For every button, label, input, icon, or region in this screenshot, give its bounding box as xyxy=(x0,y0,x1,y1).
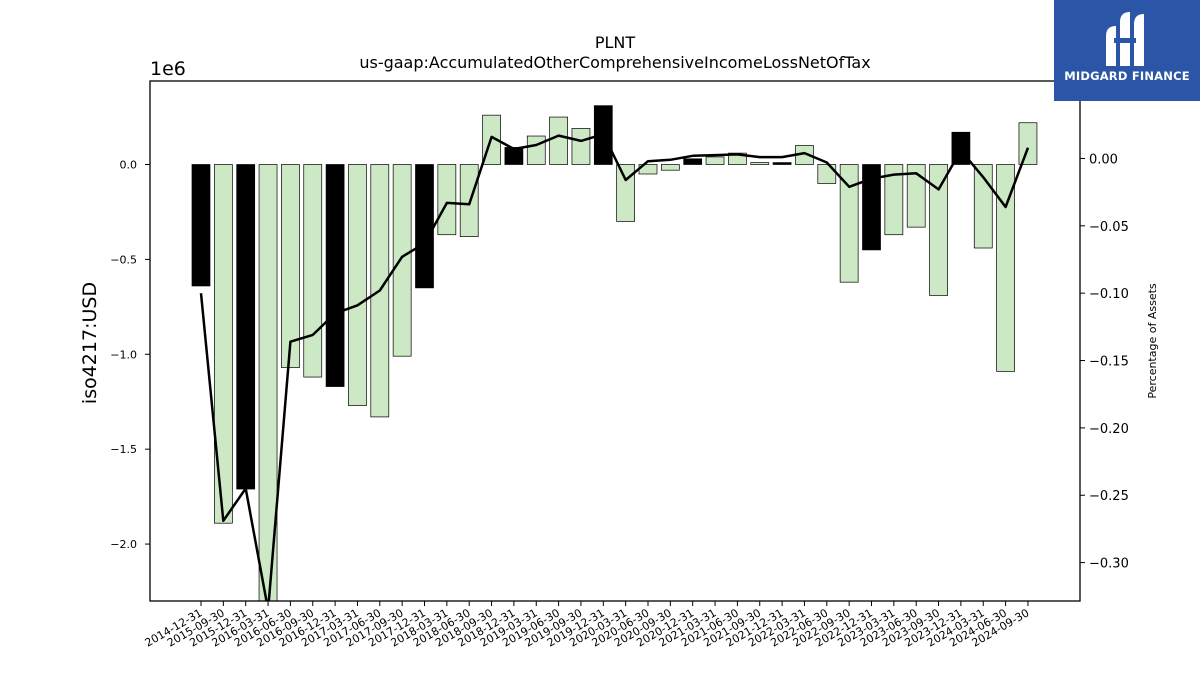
y2-tick-label: −0.25 xyxy=(1089,489,1129,504)
y2-tick-label: −0.30 xyxy=(1089,557,1129,572)
brand-logo: MIDGARD FINANCE xyxy=(1054,0,1200,101)
y-tick-label: −2.0 xyxy=(110,538,137,551)
bar-2016-12-31 xyxy=(325,164,345,387)
chart-title: PLNT xyxy=(595,33,636,52)
bar-2020-12-31 xyxy=(683,158,703,165)
bar-2021-12-31 xyxy=(772,162,792,165)
bar-2016-09-30 xyxy=(303,164,323,378)
y2-tick-label: −0.05 xyxy=(1089,220,1129,235)
bar-2020-09-30 xyxy=(660,164,680,171)
bar-series xyxy=(191,105,1038,601)
bar-2023-06-30 xyxy=(906,164,926,228)
bar-2017-12-31 xyxy=(415,164,434,289)
y2-tick-label: −0.10 xyxy=(1089,287,1129,302)
bar-2015-12-31 xyxy=(236,164,256,490)
bar-2024-06-30 xyxy=(996,164,1015,372)
y2-tick-label: −0.15 xyxy=(1089,355,1129,370)
chart-subtitle: us-gaap:AccumulatedOtherComprehensiveInc… xyxy=(359,53,870,72)
plot-area: −2.0 −1.5 −1.0 −0.5 0.0 −0.30 −0.25 −0.20 −0.15 −… xyxy=(110,80,1129,650)
bar-2018-03-31 xyxy=(437,164,457,236)
bar-2019-03-31 xyxy=(526,135,546,165)
bar-2020-03-31 xyxy=(616,164,636,222)
bar-2023-09-30 xyxy=(929,164,948,296)
bar-2023-03-31 xyxy=(884,164,904,236)
bar-2014-12-31 xyxy=(191,164,211,287)
bar-2022-12-31 xyxy=(862,164,881,251)
bar-2024-03-31 xyxy=(973,164,993,249)
y-tick-label: −1.0 xyxy=(110,348,137,361)
bar-2019-09-30 xyxy=(571,128,591,165)
bar-2021-06-30 xyxy=(728,152,747,165)
y-axis-label: iso4217:USD xyxy=(79,282,101,404)
bar-2019-06-30 xyxy=(549,116,568,165)
y-tick-label: −0.5 xyxy=(110,253,137,266)
bar-2016-03-31 xyxy=(258,164,278,601)
bar-2021-09-30 xyxy=(750,162,770,165)
y2-axis-label: Percentage of Assets xyxy=(1146,283,1159,399)
bar-2018-12-31 xyxy=(504,147,524,165)
bar-2024-09-30 xyxy=(1018,122,1038,165)
bar-2016-06-30 xyxy=(281,164,300,368)
bar-2021-03-31 xyxy=(705,156,725,165)
logo-mark-icon xyxy=(1106,12,1144,66)
plot-frame xyxy=(149,80,1081,602)
bar-2022-09-30 xyxy=(839,164,859,283)
y-tick-label: −1.5 xyxy=(110,443,137,456)
y2-tick-label: 0.00 xyxy=(1089,152,1118,167)
y-offset-label: 1e6 xyxy=(150,58,186,80)
bar-2017-09-30 xyxy=(392,164,412,357)
line-series-group xyxy=(199,132,1030,601)
logo-text: MIDGARD FINANCE xyxy=(1064,69,1190,83)
percentage-of-assets-line xyxy=(199,132,1030,601)
bar-2022-06-30 xyxy=(817,164,837,184)
bar-2017-03-31 xyxy=(348,164,367,406)
bar-2015-09-30 xyxy=(214,164,233,524)
y2-tick-label: −0.20 xyxy=(1089,422,1129,437)
y-tick-label: 0.0 xyxy=(120,159,138,172)
